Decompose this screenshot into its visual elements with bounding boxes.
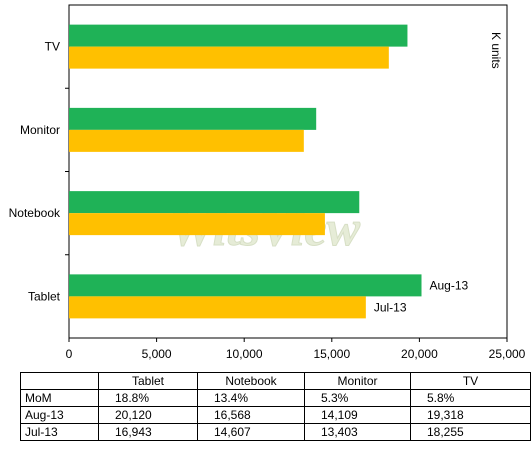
table-corner xyxy=(20,372,99,390)
category-label: TV xyxy=(45,40,60,54)
table-row-header: Jul-13 xyxy=(20,423,99,441)
x-tick-label: 20,000 xyxy=(401,347,438,361)
table-cell: 16,943 xyxy=(98,423,198,441)
bar-notebook-aug-13 xyxy=(69,191,360,214)
table-row: Aug-13 20,120 16,568 14,109 19,318 xyxy=(20,406,531,424)
bar-notebook-jul-13 xyxy=(69,213,325,236)
category-label: Tablet xyxy=(28,289,61,303)
x-tick-label: 15,000 xyxy=(313,347,350,361)
bar-monitor-aug-13 xyxy=(69,107,317,130)
bar-tablet-aug-13 xyxy=(69,274,422,297)
data-table: Tablet Notebook Monitor TV MoM 18.8% 13.… xyxy=(20,372,531,441)
table-cell: 14,109 xyxy=(304,406,411,424)
x-tick-label: 5,000 xyxy=(142,347,172,361)
table-col-header: Tablet xyxy=(98,372,198,390)
bar-tv-jul-13 xyxy=(69,46,389,69)
table-row: Jul-13 16,943 14,607 13,403 18,255 xyxy=(20,423,531,441)
bar-tablet-jul-13 xyxy=(69,296,366,319)
table-cell: 13,403 xyxy=(304,423,411,441)
category-label: Notebook xyxy=(9,206,61,220)
x-tick-label: 25,000 xyxy=(489,347,526,361)
table-cell: 5.3% xyxy=(304,389,411,407)
table-cell: 18,255 xyxy=(410,423,531,441)
bar-tv-aug-13 xyxy=(69,24,408,47)
table-row-header: MoM xyxy=(20,389,99,407)
table-col-header: TV xyxy=(410,372,531,390)
table-col-header: Notebook xyxy=(197,372,305,390)
x-tick-label: 10,000 xyxy=(226,347,263,361)
table-cell: 18.8% xyxy=(98,389,198,407)
table-cell: 14,607 xyxy=(197,423,305,441)
series-label: Jul-13 xyxy=(374,300,407,314)
table-row-header: Aug-13 xyxy=(20,406,99,424)
table-col-header: Monitor xyxy=(304,372,411,390)
table-cell: 16,568 xyxy=(197,406,305,424)
table-row: MoM 18.8% 13.4% 5.3% 5.8% xyxy=(20,389,531,407)
bar-monitor-jul-13 xyxy=(69,129,304,152)
table-header-row: Tablet Notebook Monitor TV xyxy=(20,372,531,390)
unit-label: K units xyxy=(489,32,503,69)
table-cell: 5.8% xyxy=(410,389,531,407)
table-cell: 19,318 xyxy=(410,406,531,424)
table-cell: 20,120 xyxy=(98,406,198,424)
x-tick-label: 0 xyxy=(66,347,73,361)
table-cell: 13.4% xyxy=(197,389,305,407)
series-label: Aug-13 xyxy=(430,278,469,292)
category-label: Monitor xyxy=(20,123,60,137)
